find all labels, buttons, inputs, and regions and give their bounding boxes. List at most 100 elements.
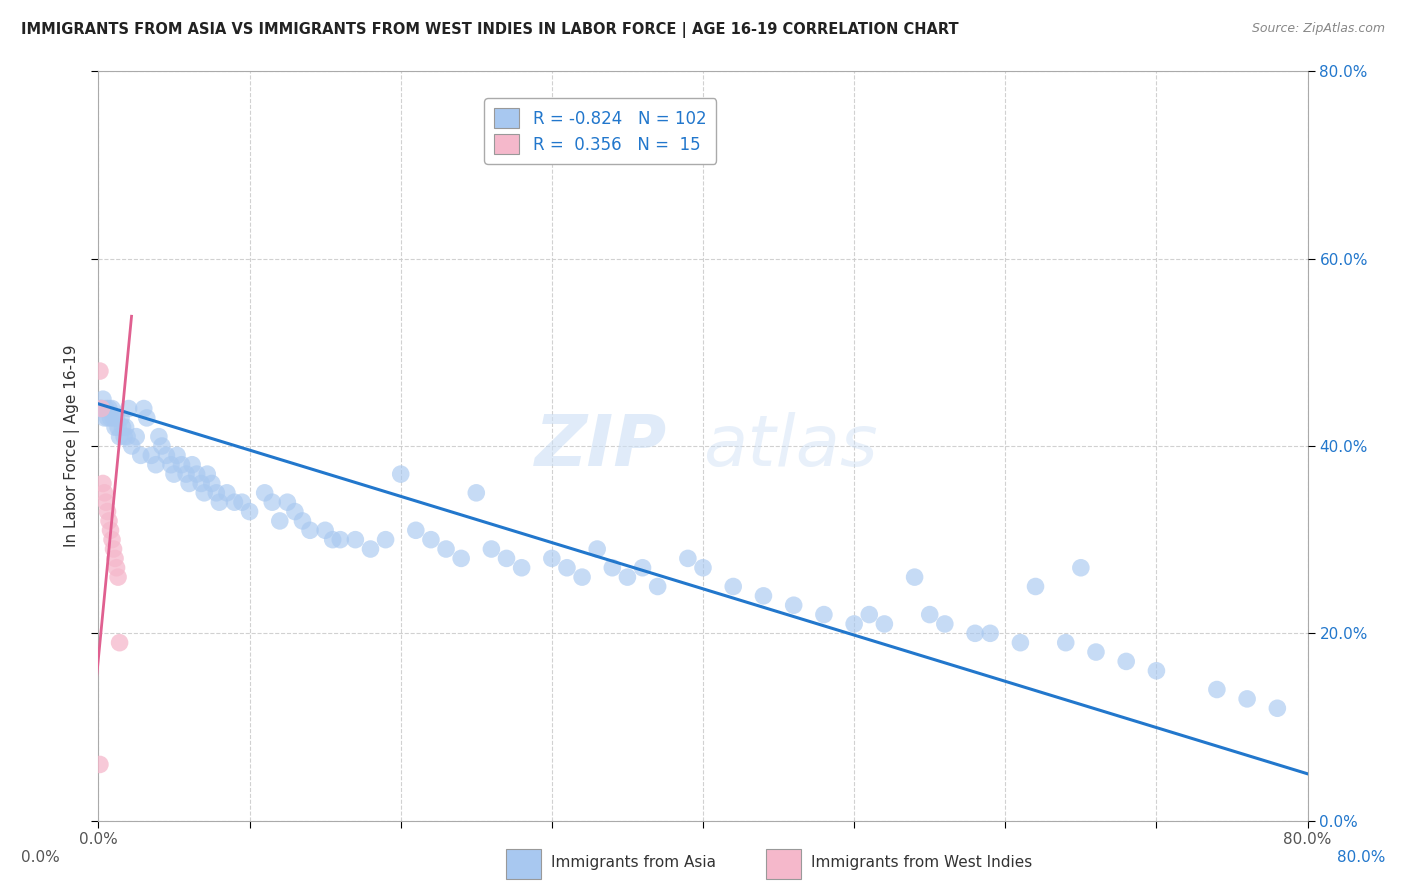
Point — [174, 467, 197, 482]
Point — [90, 401, 112, 416]
Point — [344, 533, 367, 547]
Point — [208, 495, 231, 509]
Point — [155, 449, 177, 463]
Point — [510, 561, 533, 575]
Text: 0.0%: 0.0% — [21, 850, 60, 864]
Point — [291, 514, 314, 528]
Point — [374, 533, 396, 547]
Text: atlas: atlas — [703, 411, 877, 481]
Point — [965, 626, 987, 640]
Point — [239, 505, 262, 519]
Point — [284, 505, 307, 519]
Point — [94, 495, 117, 509]
Point — [103, 542, 125, 557]
Point — [495, 551, 517, 566]
Point — [129, 449, 152, 463]
Point — [465, 486, 488, 500]
Point — [166, 449, 188, 463]
Point — [205, 486, 228, 500]
Point — [1054, 635, 1077, 649]
Point — [101, 533, 124, 547]
Point — [360, 542, 382, 557]
Point — [190, 476, 212, 491]
Point — [163, 467, 186, 482]
Point — [631, 561, 654, 575]
Point — [108, 430, 131, 444]
Point — [481, 542, 503, 557]
Point — [329, 533, 352, 547]
Point — [1010, 635, 1032, 649]
Text: Immigrants from Asia: Immigrants from Asia — [551, 855, 716, 870]
Point — [253, 486, 276, 500]
Legend: R = -0.824   N = 102, R =  0.356   N =  15: R = -0.824 N = 102, R = 0.356 N = 15 — [484, 98, 716, 163]
Point — [170, 458, 193, 472]
Point — [201, 476, 224, 491]
Point — [1070, 561, 1092, 575]
Point — [299, 524, 322, 538]
Point — [276, 495, 298, 509]
Point — [571, 570, 593, 584]
Point — [125, 430, 148, 444]
Point — [555, 561, 578, 575]
Text: ZIP: ZIP — [534, 411, 666, 481]
Point — [98, 514, 121, 528]
Point — [586, 542, 609, 557]
Point — [918, 607, 941, 622]
Point — [135, 411, 157, 425]
Point — [91, 476, 114, 491]
Point — [100, 524, 122, 538]
Point — [904, 570, 927, 584]
Point — [692, 561, 714, 575]
Point — [1085, 645, 1108, 659]
Point — [322, 533, 344, 547]
Point — [186, 467, 208, 482]
Point — [389, 467, 412, 482]
Point — [540, 551, 562, 566]
Point — [979, 626, 1001, 640]
Point — [420, 533, 443, 547]
Point — [105, 411, 128, 425]
Point — [1206, 682, 1229, 697]
Point — [107, 570, 129, 584]
Point — [93, 486, 115, 500]
Point — [141, 449, 163, 463]
Point — [98, 401, 121, 416]
Point — [105, 561, 128, 575]
Point — [115, 430, 138, 444]
Point — [602, 561, 624, 575]
Point — [1236, 692, 1258, 706]
Point — [179, 476, 201, 491]
Point — [111, 420, 134, 434]
Y-axis label: In Labor Force | Age 16-19: In Labor Force | Age 16-19 — [65, 344, 80, 548]
Text: Source: ZipAtlas.com: Source: ZipAtlas.com — [1251, 22, 1385, 36]
Point — [114, 420, 136, 434]
Point — [89, 757, 111, 772]
Point — [450, 551, 472, 566]
Point — [314, 524, 336, 538]
Point — [405, 524, 427, 538]
Point — [96, 505, 118, 519]
Point — [93, 411, 115, 425]
Point — [148, 430, 170, 444]
Text: Immigrants from West Indies: Immigrants from West Indies — [811, 855, 1032, 870]
Point — [108, 635, 131, 649]
Point — [195, 467, 218, 482]
Point — [231, 495, 253, 509]
Point — [215, 486, 238, 500]
Point — [110, 411, 132, 425]
Point — [723, 580, 745, 594]
Text: IMMIGRANTS FROM ASIA VS IMMIGRANTS FROM WEST INDIES IN LABOR FORCE | AGE 16-19 C: IMMIGRANTS FROM ASIA VS IMMIGRANTS FROM … — [21, 22, 959, 38]
Point — [100, 411, 122, 425]
Point — [112, 430, 135, 444]
Text: 80.0%: 80.0% — [1337, 850, 1385, 864]
Point — [107, 420, 129, 434]
Point — [647, 580, 669, 594]
Point — [104, 551, 127, 566]
Point — [1024, 580, 1046, 594]
Point — [752, 589, 775, 603]
Point — [145, 458, 167, 472]
Point — [1267, 701, 1289, 715]
Point — [262, 495, 284, 509]
Point — [160, 458, 183, 472]
Point — [676, 551, 699, 566]
